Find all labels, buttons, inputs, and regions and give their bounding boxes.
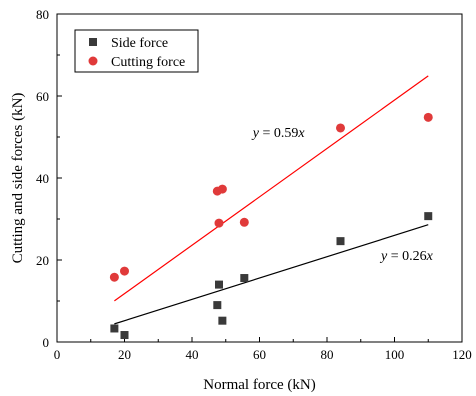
fit-line-side-force	[114, 224, 429, 325]
y-tick-label: 40	[36, 171, 49, 186]
data-point-cutting-force	[109, 272, 119, 282]
y-axis-label: Cutting and side forces (kN)	[10, 93, 26, 264]
data-point-side-force	[213, 301, 222, 310]
x-tick-label: 100	[385, 347, 405, 362]
data-point-side-force	[218, 316, 227, 325]
legend-marker-cutting-force	[88, 56, 98, 66]
data-point-side-force	[424, 212, 433, 221]
fit-equation-x: x	[297, 126, 305, 141]
x-tick-label: 40	[186, 347, 199, 362]
x-tick-label: 80	[321, 347, 334, 362]
fit-equation-coefficient: = 0.59	[259, 126, 298, 141]
x-tick-label: 120	[452, 347, 472, 362]
y-tick-label: 20	[36, 253, 49, 268]
data-point-side-force	[120, 331, 129, 340]
legend-box	[74, 29, 199, 73]
data-point-cutting-force	[120, 266, 129, 276]
data-point-side-force	[336, 237, 345, 246]
fit-equation-x: x	[426, 249, 434, 264]
data-point-cutting-force	[423, 112, 433, 122]
fit-equation-variable: y	[251, 126, 260, 141]
fit-equation-variable: y	[379, 249, 388, 264]
data-point-cutting-force	[336, 123, 345, 133]
legend-label-cutting-force: Cutting force	[111, 55, 185, 70]
x-tick-label: 60	[253, 347, 266, 362]
legend-marker-side-force	[89, 38, 97, 46]
data-point-cutting-force	[217, 184, 227, 194]
y-tick-label: 60	[36, 89, 49, 104]
y-tick-label: 80	[36, 7, 49, 22]
x-axis-label: Normal force (kN)	[203, 377, 315, 393]
data-point-side-force	[110, 324, 119, 333]
data-point-cutting-force	[239, 217, 249, 227]
data-point-side-force	[240, 274, 249, 283]
y-tick-label: 0	[43, 335, 50, 350]
fit-equation-label: y = 0.26x	[379, 249, 434, 264]
data-point-side-force	[215, 280, 223, 289]
fit-line-cutting-force	[114, 75, 429, 302]
fit-equation-label: y = 0.59x	[251, 126, 306, 141]
x-tick-label: 20	[118, 347, 131, 362]
fit-equation-coefficient: = 0.26	[387, 249, 426, 264]
x-tick-label: 0	[54, 347, 61, 362]
data-point-cutting-force	[214, 218, 224, 228]
legend-label-side-force: Side force	[111, 36, 168, 51]
